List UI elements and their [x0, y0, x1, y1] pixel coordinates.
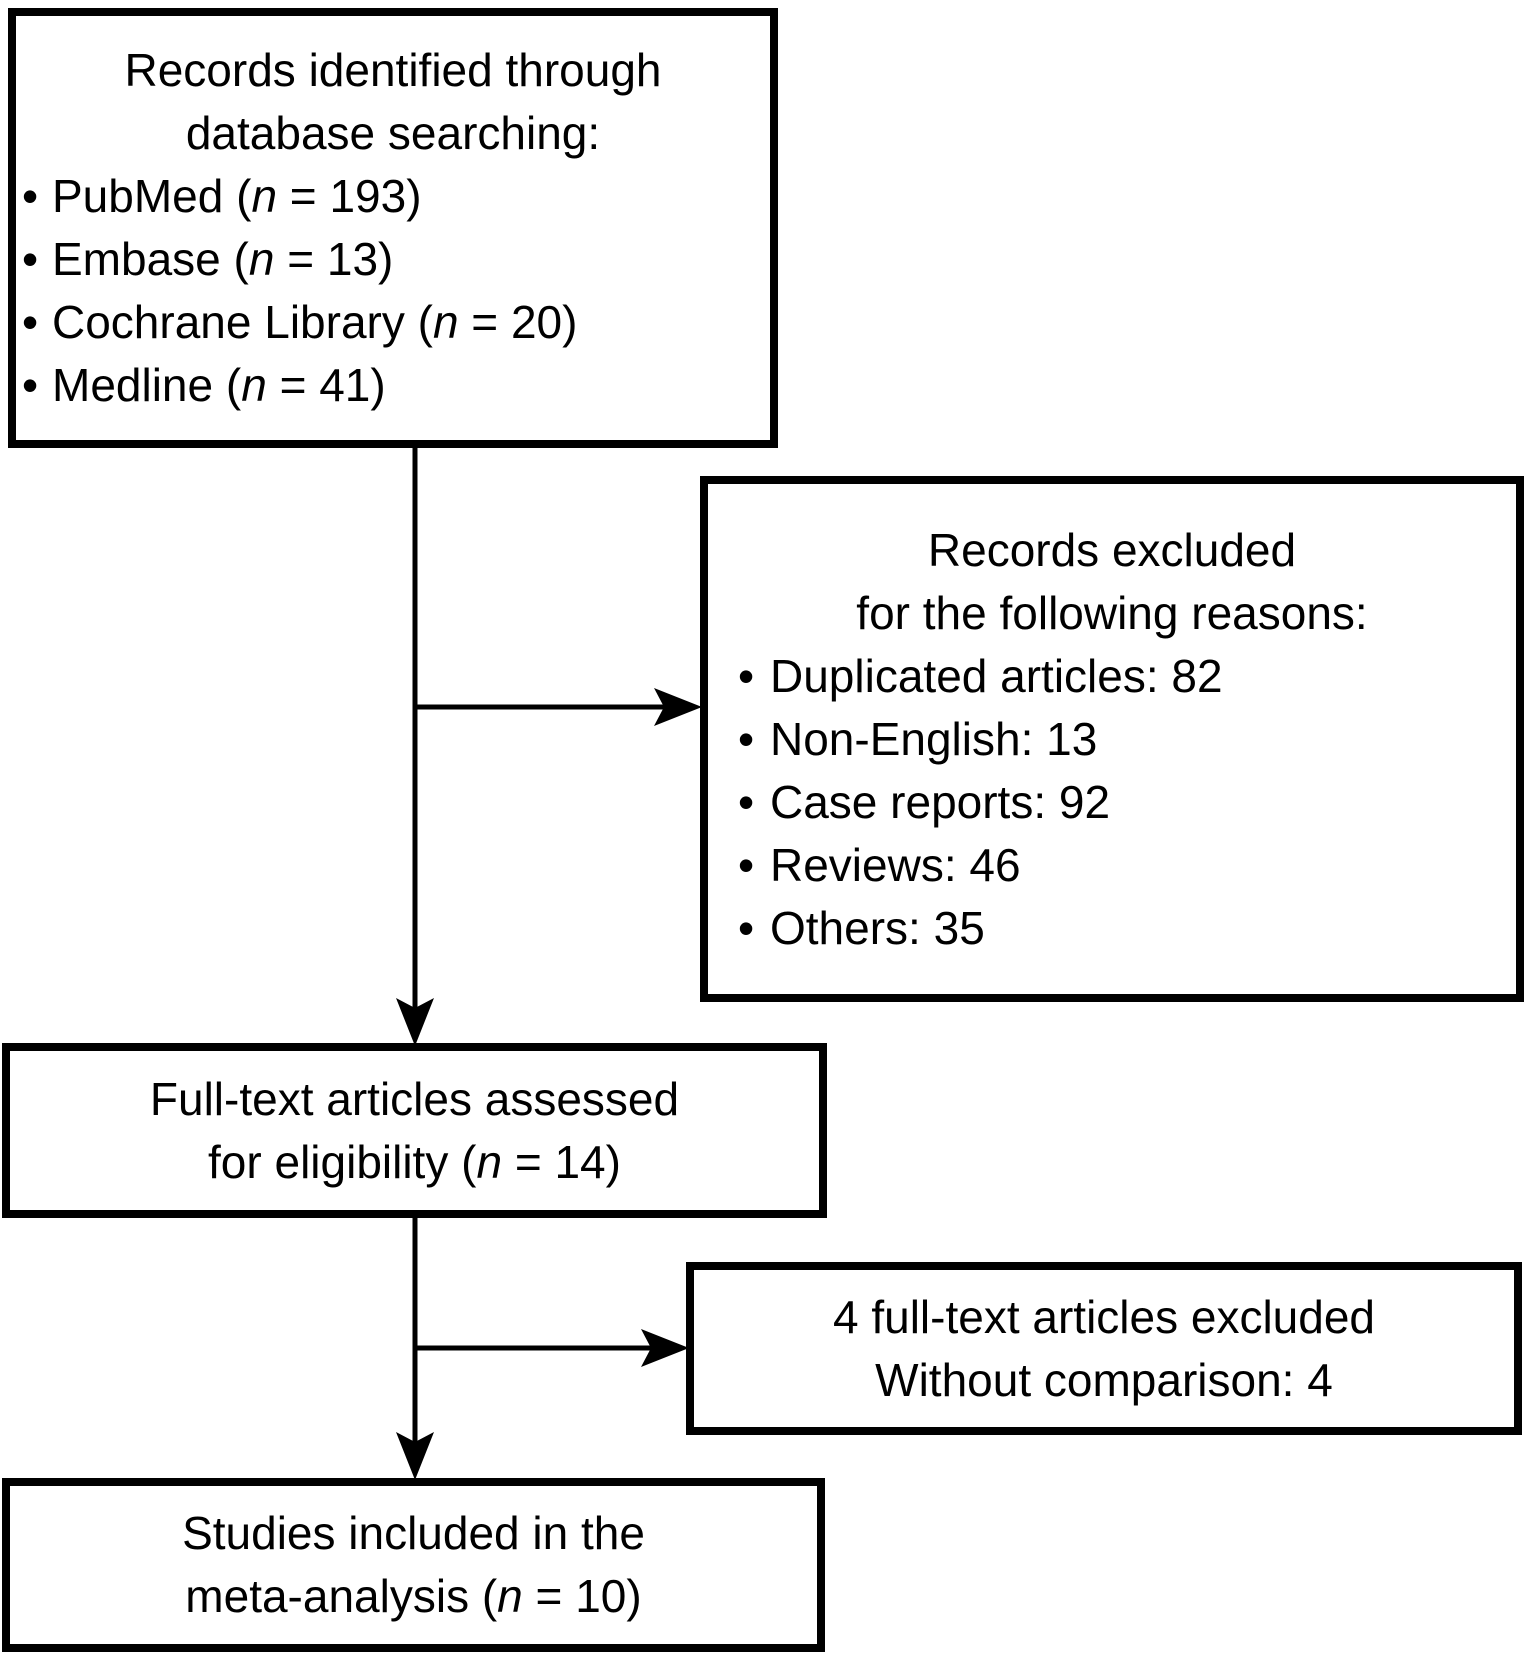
- exclusion-reason-list: Duplicated articles: 82 Non-English: 13 …: [708, 645, 1516, 960]
- item-text: Cochrane Library (: [52, 296, 433, 348]
- arrowhead-right-icon: [641, 1329, 689, 1367]
- item-text: Embase (: [52, 233, 249, 285]
- line-text: Full-text articles assessed: [149, 1072, 680, 1125]
- item-count: = 193): [277, 170, 422, 222]
- records-identified-title-line2: database searching:: [185, 107, 601, 159]
- list-item-reviews: Reviews: 46: [708, 834, 1516, 897]
- list-item-case-reports: Case reports: 92: [708, 771, 1516, 834]
- item-text: Non-English: 13: [770, 712, 1098, 765]
- line-text: 4 full-text articles excluded: [832, 1290, 1376, 1343]
- list-item-pubmed: PubMed (n = 193): [16, 165, 770, 228]
- item-count: = 41): [266, 359, 386, 411]
- n-variable: n: [248, 233, 275, 285]
- arrowhead-down-icon: [396, 998, 434, 1046]
- list-item-others: Others: 35: [708, 897, 1516, 960]
- item-text: Others: 35: [770, 901, 985, 954]
- fulltext-excluded-line1: 4 full-text articles excluded: [694, 1286, 1514, 1349]
- item-text: Duplicated articles: 82: [770, 649, 1223, 702]
- line-text: Studies included in the: [182, 1507, 645, 1559]
- list-item-non-english: Non-English: 13: [708, 708, 1516, 771]
- arrowhead-right-icon: [654, 688, 702, 726]
- box-records-excluded: Records excluded for the following reaso…: [700, 476, 1524, 1002]
- item-count: = 13): [274, 233, 394, 285]
- fulltext-excluded-line2: Without comparison: 4: [694, 1349, 1514, 1412]
- box-studies-included: Studies included in the meta-analysis (n…: [2, 1478, 825, 1652]
- item-text: Medline (: [52, 359, 242, 411]
- box-records-identified: Records identified through database sear…: [8, 8, 778, 448]
- item-count: = 20): [458, 296, 578, 348]
- list-item-duplicated: Duplicated articles: 82: [708, 645, 1516, 708]
- records-excluded-title-line1: Records excluded: [927, 523, 1297, 576]
- line-text: = 14): [502, 1135, 621, 1188]
- records-excluded-title-line2: for the following reasons:: [856, 586, 1368, 639]
- list-item-cochrane: Cochrane Library (n = 20): [16, 291, 770, 354]
- n-variable: n: [241, 359, 267, 411]
- item-text: Case reports: 92: [770, 775, 1111, 828]
- n-variable: n: [497, 1570, 523, 1622]
- list-item-embase: Embase (n = 13): [16, 228, 770, 291]
- line-text: for eligibility (: [208, 1135, 477, 1188]
- records-identified-title-line1: Records identified through: [124, 44, 662, 96]
- line-text: meta-analysis (: [185, 1570, 498, 1622]
- arrowhead-down-icon: [396, 1432, 434, 1480]
- line-text: Without comparison: 4: [875, 1353, 1333, 1406]
- studies-included-line1: Studies included in the: [10, 1502, 817, 1565]
- line-text: = 10): [522, 1570, 642, 1622]
- item-text: Reviews: 46: [770, 838, 1021, 891]
- box-fulltext-assessed: Full-text articles assessed for eligibil…: [2, 1043, 827, 1218]
- list-item-medline: Medline (n = 41): [16, 354, 770, 417]
- fulltext-assessed-line2: for eligibility (n = 14): [10, 1131, 819, 1194]
- box-fulltext-excluded: 4 full-text articles excluded Without co…: [686, 1262, 1522, 1435]
- fulltext-assessed-line1: Full-text articles assessed: [10, 1068, 819, 1131]
- database-list: PubMed (n = 193) Embase (n = 13) Cochran…: [16, 165, 770, 417]
- studies-included-line2: meta-analysis (n = 10): [10, 1565, 817, 1628]
- n-variable: n: [476, 1135, 503, 1188]
- item-text: PubMed (: [52, 170, 252, 222]
- n-variable: n: [432, 296, 459, 348]
- n-variable: n: [251, 170, 278, 222]
